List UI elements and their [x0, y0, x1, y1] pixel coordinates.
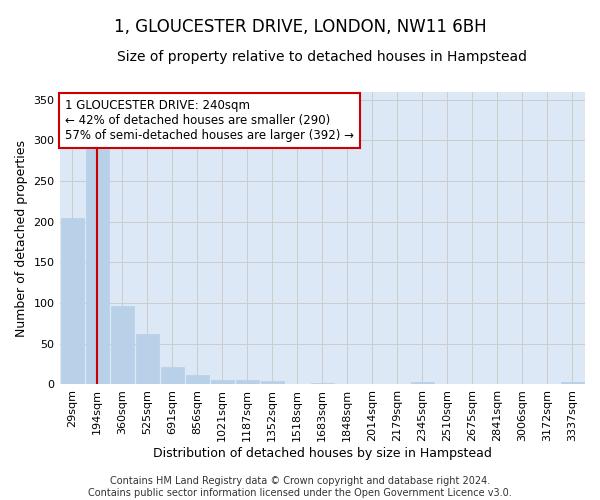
Bar — [136, 334, 158, 384]
Text: 1 GLOUCESTER DRIVE: 240sqm
← 42% of detached houses are smaller (290)
57% of sem: 1 GLOUCESTER DRIVE: 240sqm ← 42% of deta… — [65, 99, 354, 142]
Bar — [161, 368, 184, 384]
Bar — [110, 306, 134, 384]
Bar — [211, 380, 233, 384]
Y-axis label: Number of detached properties: Number of detached properties — [15, 140, 28, 336]
Bar — [86, 148, 109, 384]
Text: 1, GLOUCESTER DRIVE, LONDON, NW11 6BH: 1, GLOUCESTER DRIVE, LONDON, NW11 6BH — [113, 18, 487, 36]
Bar — [61, 218, 83, 384]
Bar — [311, 383, 334, 384]
Bar — [561, 382, 584, 384]
X-axis label: Distribution of detached houses by size in Hampstead: Distribution of detached houses by size … — [153, 447, 492, 460]
Title: Size of property relative to detached houses in Hampstead: Size of property relative to detached ho… — [117, 50, 527, 64]
Bar — [236, 380, 259, 384]
Bar — [185, 374, 209, 384]
Bar — [411, 382, 434, 384]
Bar — [261, 381, 284, 384]
Text: Contains HM Land Registry data © Crown copyright and database right 2024.
Contai: Contains HM Land Registry data © Crown c… — [88, 476, 512, 498]
